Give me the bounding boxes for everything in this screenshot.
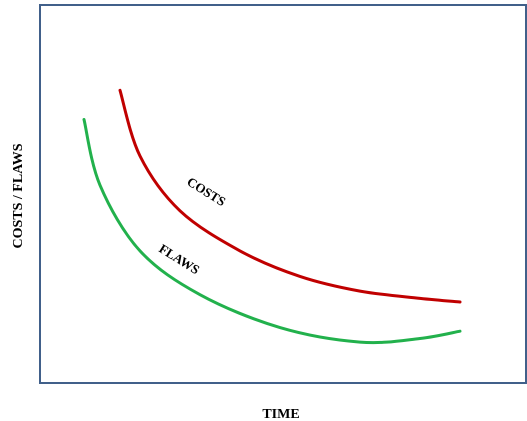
curves-layer bbox=[82, 88, 462, 345]
y-axis-label: COSTS / FLAWS bbox=[11, 143, 26, 248]
series-line-flaws bbox=[82, 118, 462, 345]
series-line-costs bbox=[118, 88, 462, 304]
plot-frame bbox=[39, 4, 527, 384]
series-label-costs: COSTS bbox=[184, 174, 228, 209]
x-axis-label: TIME bbox=[262, 407, 299, 421]
